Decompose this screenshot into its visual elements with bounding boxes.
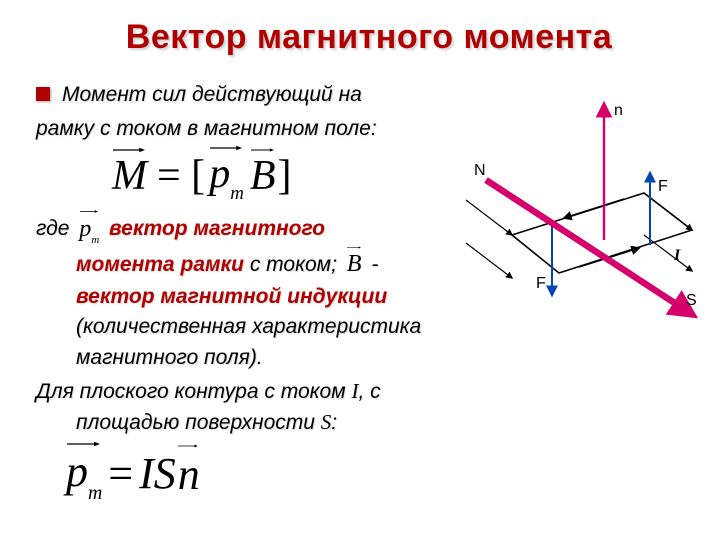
sym-S: S — [154, 448, 176, 499]
eq-close: ] — [278, 152, 292, 200]
line-where-2: момента рамки с током; B - — [36, 248, 466, 281]
formula-pm: pm = I S n — [36, 446, 466, 502]
term-pm-2: момента рамки — [76, 253, 244, 276]
eq-sign: = — [108, 448, 133, 499]
line-paren-1: (количественная характеристика — [36, 313, 466, 341]
line-where-3: вектор магнитной индукции — [36, 283, 466, 311]
bullet-text: Момент сил действующий на — [62, 81, 362, 109]
label-F1: F — [536, 275, 546, 292]
label-I: I — [673, 247, 681, 264]
frame-diagram: n N S I F F — [464, 95, 702, 345]
label-F2: F — [658, 178, 668, 195]
term-B: вектор магнитной индукции — [76, 285, 387, 308]
content-block: Момент сил действующий на рамку с током … — [36, 81, 466, 502]
label-n: n — [614, 102, 623, 119]
vec-n: n — [178, 448, 200, 499]
vec-pm-2: pm — [66, 446, 102, 502]
line-paren-2: магнитного поля). — [36, 344, 466, 372]
bullet-row: Момент сил действующий на — [36, 81, 466, 111]
bullet-icon — [36, 87, 50, 101]
formula-torque: M = [ pm B ] — [36, 150, 466, 203]
slide-title: Вектор магнитного момента — [36, 18, 702, 57]
diagram-labels: n N S I F F — [474, 102, 697, 309]
inline-B: B — [347, 248, 362, 281]
field-lines — [466, 193, 692, 278]
loop-frame — [512, 193, 692, 273]
line-flat-1: Для плоского контура с током I, с — [36, 377, 466, 406]
vec-M: M — [112, 152, 147, 200]
inline-pm: pm — [79, 212, 99, 246]
sym-I: I — [139, 448, 154, 499]
label-N: N — [474, 162, 486, 179]
vec-pm: pm — [209, 150, 244, 203]
line-where-1: где pm вектор магнитного — [36, 212, 466, 246]
term-pm: вектор магнитного — [109, 218, 325, 241]
line-subject: рамку с током в магнитном поле: — [36, 115, 466, 143]
label-S: S — [686, 292, 697, 309]
eq-open: = [ — [157, 152, 205, 200]
vec-B: B — [250, 152, 276, 200]
line-flat-2: площадью поверхности S: — [36, 408, 466, 437]
